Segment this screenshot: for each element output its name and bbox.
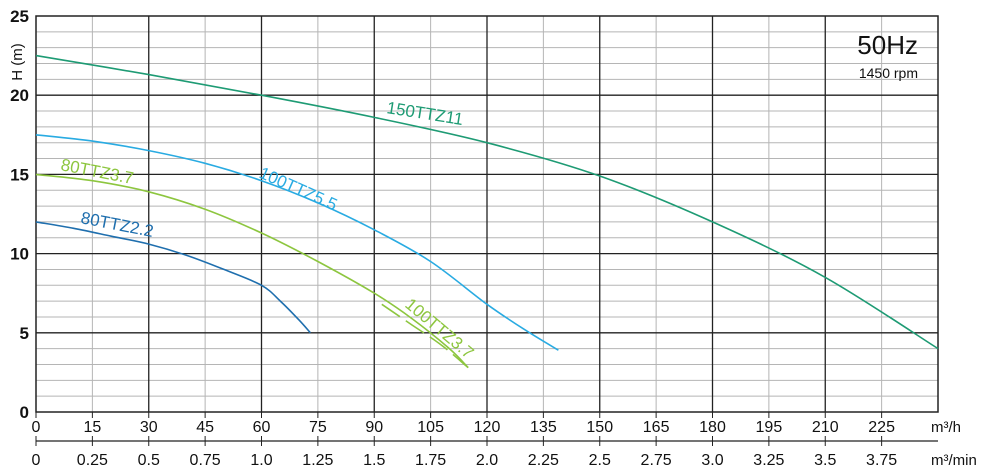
frequency-label: 50Hz [857,30,918,60]
x-unit-secondary: m³/min [931,452,977,468]
x-tick-label: 180 [699,419,726,436]
x-tick-label: 165 [643,419,670,436]
y-tick-label: 15 [10,165,29,184]
y-tick-label: 10 [10,245,29,264]
x-tick-label: 90 [365,419,383,436]
x-unit-primary: m³/h [931,419,961,436]
x2-tick-label: 3.25 [753,452,784,468]
x2-tick-label: 3.5 [814,452,836,468]
x-tick-label: 15 [83,419,101,436]
x-axis-ticks-secondary: 0 0.25 0.5 0.75 1.0 1.25 1.5 1.75 2.0 2.25 2.5 2.75… [32,436,938,468]
x-tick-label: 30 [140,419,158,436]
series-label-80ttz2-2: 80TTZ2.2 [79,208,155,241]
x-tick-label: 210 [812,419,839,436]
x2-tick-label: 2.25 [528,452,559,468]
x2-tick-label: 0.25 [77,452,108,468]
series-label-100ttz3-7: 100TTZ3.7 [401,295,477,363]
curve-100ttz5-5 [35,134,559,351]
x-tick-label: 0 [32,419,41,436]
x-axis-ticks-primary: 0 15 30 45 60 75 90 105 120 135 150 165 180 195 210 225 [32,412,895,436]
x2-tick-label: 1.5 [363,452,385,468]
x2-tick-label: 3.75 [866,452,897,468]
x-tick-label: 225 [868,419,895,436]
x2-tick-label: 2.75 [641,452,672,468]
x2-tick-label: 0.75 [190,452,221,468]
x-tick-label: 75 [309,419,327,436]
x2-tick-label: 1.25 [302,452,333,468]
x-tick-label: 195 [756,419,783,436]
series-label-80ttz3-7: 80TTZ3.7 [59,155,135,188]
x-tick-label: 120 [474,419,501,436]
x-tick-label: 45 [196,419,214,436]
series-label-150ttz11: 150TTZ11 [385,98,464,129]
y-axis-ticks: 0 5 10 15 20 25 [10,7,29,422]
curve-100ttz3-7 [381,303,469,369]
x2-tick-label: 2.0 [476,452,498,468]
major-gridlines [36,16,938,412]
x-tick-label: 150 [586,419,613,436]
speed-label: 1450 rpm [859,65,918,81]
series-labels: 80TTZ2.2 80TTZ3.7 100TTZ3.7 100TTZ5.5 150TTZ… [59,98,477,362]
series-layer [35,54,939,369]
y-tick-label: 20 [10,86,29,105]
x-tick-label: 105 [417,419,444,436]
y-tick-label: 25 [10,7,29,26]
y-axis-label: H (m) [9,43,26,81]
x2-tick-label: 2.5 [589,452,611,468]
y-tick-label: 5 [20,324,29,343]
x2-tick-label: 1.75 [415,452,446,468]
x2-tick-label: 1.0 [250,452,272,468]
series-label-100ttz5-5: 100TTZ5.5 [256,163,340,214]
x-tick-label: 135 [530,419,557,436]
x2-tick-label: 0 [32,452,41,468]
curve-80ttz2-2 [35,221,311,334]
curve-80ttz3-7 [35,173,469,369]
curve-150ttz11 [35,54,939,350]
y-tick-label: 0 [20,403,29,422]
x2-tick-label: 0.5 [138,452,160,468]
x-tick-label: 60 [253,419,271,436]
x2-tick-label: 3.0 [701,452,723,468]
